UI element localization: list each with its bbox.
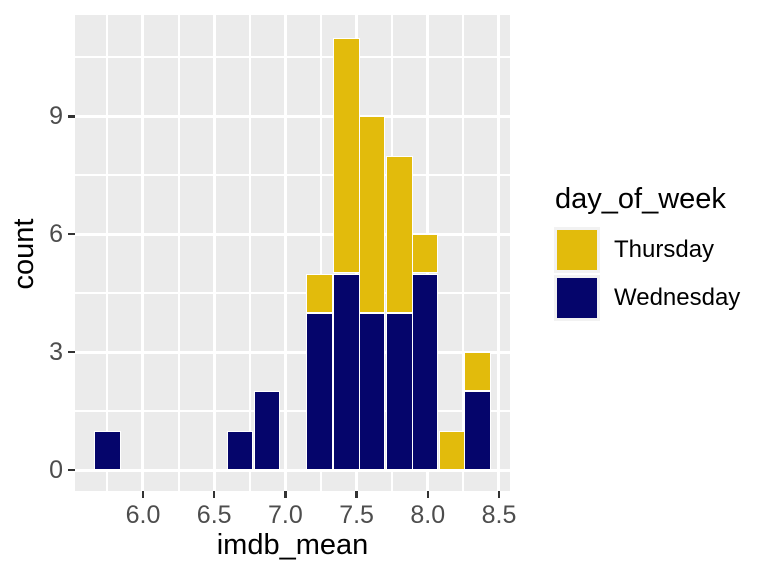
gridline-major-vertical <box>141 15 145 491</box>
bar-segment-wednesday-bin-7.8 <box>386 312 413 470</box>
gridline-minor-horizontal <box>75 292 510 295</box>
bar-segment-wednesday-bin-6.87 <box>253 391 281 470</box>
gridline-minor-vertical <box>462 15 465 491</box>
x-tick-mark <box>284 491 287 498</box>
bar-segment-wednesday-bin-7.98 <box>411 273 439 470</box>
y-tick-label: 9 <box>49 102 63 131</box>
bar-segment-wednesday-bin-7.43 <box>333 273 360 470</box>
bar-segment-wednesday-bin-7.61 <box>359 312 386 470</box>
plot-panel <box>75 15 510 491</box>
bar-segment-thursday-bin-7.8 <box>386 155 413 313</box>
x-tick-label: 8.5 <box>481 501 517 529</box>
x-tick-mark <box>497 491 501 498</box>
legend-key-thursday <box>554 227 600 273</box>
bar-segment-thursday-bin-8.17 <box>438 430 466 470</box>
legend-swatch-wednesday <box>557 278 597 318</box>
x-tick-label: 7.5 <box>339 501 374 529</box>
y-tick-label: 6 <box>49 220 63 249</box>
gridline-major-horizontal <box>75 350 510 354</box>
bar-segment-thursday-bin-8.35 <box>464 352 491 392</box>
y-tick-label: 0 <box>49 456 63 484</box>
gridline-major-vertical <box>497 15 501 491</box>
legend-key-wednesday <box>554 275 600 321</box>
bar-segment-thursday-bin-7.98 <box>411 234 439 274</box>
x-tick-label: 6.5 <box>196 501 232 529</box>
gridline-major-horizontal <box>75 468 510 472</box>
bar-segment-wednesday-bin-5.75 <box>94 430 121 470</box>
x-tick-mark <box>212 491 216 498</box>
x-tick-mark <box>141 491 145 498</box>
x-tick-label: 8.0 <box>410 501 446 529</box>
x-tick-label: 6.0 <box>125 501 161 529</box>
y-tick-mark <box>68 115 75 118</box>
y-tick-mark <box>68 232 75 236</box>
gridline-minor-horizontal <box>75 410 510 413</box>
legend-label-wednesday: Wednesday <box>614 284 741 311</box>
gridline-minor-horizontal <box>75 56 510 59</box>
gridline-major-vertical <box>212 15 216 491</box>
bar-segment-wednesday-bin-6.68 <box>226 430 254 470</box>
gridline-minor-vertical <box>319 15 322 491</box>
y-axis-title: count <box>8 218 40 290</box>
bar-segment-thursday-bin-7.24 <box>306 273 333 313</box>
gridline-major-horizontal <box>75 114 510 118</box>
gridline-major-vertical <box>283 15 287 491</box>
gridline-minor-vertical <box>248 15 251 491</box>
gridline-minor-vertical <box>106 15 109 491</box>
bar-segment-wednesday-bin-8.35 <box>464 391 491 470</box>
x-axis-title: imdb_mean <box>216 529 369 561</box>
gridline-major-horizontal <box>75 232 510 236</box>
y-tick-mark <box>68 350 75 354</box>
gridline-minor-vertical <box>177 15 180 491</box>
y-tick-label: 3 <box>49 338 63 367</box>
bar-segment-wednesday-bin-7.24 <box>306 312 333 470</box>
legend-label-thursday: Thursday <box>614 236 715 263</box>
legend-title: day_of_week <box>555 183 726 215</box>
x-tick-label: 7.0 <box>268 501 303 529</box>
bar-segment-thursday-bin-7.43 <box>333 37 360 274</box>
bar-segment-thursday-bin-7.61 <box>359 116 386 313</box>
x-tick-mark <box>355 491 358 498</box>
x-tick-mark <box>426 491 430 498</box>
gridline-minor-horizontal <box>75 174 510 177</box>
legend-swatch-thursday <box>557 230 597 270</box>
y-tick-mark <box>68 468 75 472</box>
